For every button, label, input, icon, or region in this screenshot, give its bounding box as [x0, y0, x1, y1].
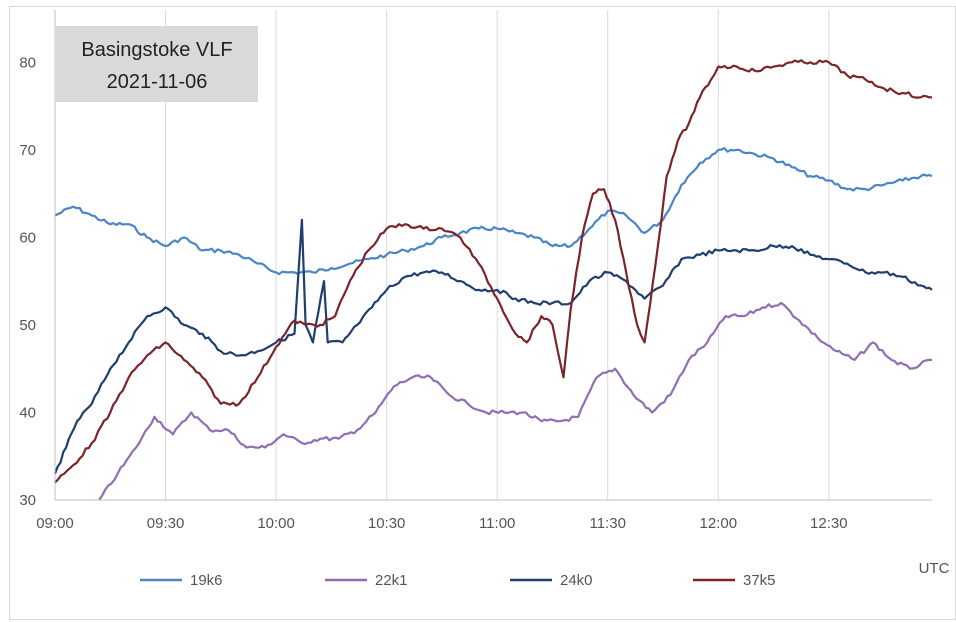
- series-line-19k6: [54, 147, 933, 276]
- legend-label: 37k5: [743, 572, 776, 589]
- chart-title: Basingstoke VLF: [81, 39, 232, 61]
- x-tick-label: 11:00: [479, 515, 515, 532]
- x-tick-label: 09:30: [147, 515, 185, 532]
- legend-label: 24k0: [560, 572, 593, 589]
- x-tick-label: 10:30: [368, 515, 406, 532]
- legend: 19k6 22k1 24k0 37k5: [140, 572, 776, 589]
- chart-frame: [9, 6, 956, 620]
- x-tick-label: 10:00: [257, 515, 295, 532]
- x-tick-label: 12:00: [700, 515, 738, 532]
- chart-title-box: Basingstoke VLF 2021-11-06: [56, 26, 258, 102]
- legend-label: 22k1: [375, 572, 408, 589]
- series-line-37k5: [54, 59, 932, 484]
- y-tick-label: 80: [19, 54, 36, 71]
- series-layer: [53, 59, 933, 501]
- title-background: [56, 26, 258, 102]
- x-tick-label: 09:00: [36, 515, 74, 532]
- x-tick-label: 12:30: [810, 515, 848, 532]
- x-axis-label: UTC: [919, 560, 950, 577]
- x-tick-label: 11:30: [590, 515, 626, 532]
- legend-label: 19k6: [190, 572, 223, 589]
- y-tick-label: 50: [19, 317, 36, 334]
- chart-subtitle: 2021-11-06: [107, 71, 208, 93]
- y-tick-label: 40: [19, 404, 36, 421]
- axis-layer: 09:00 09:30 10:00 10:30 11:00 11:30 12:00 12:30…: [19, 10, 932, 532]
- series-line-22k1: [98, 301, 932, 501]
- y-tick-label: 70: [19, 142, 36, 159]
- y-tick-label: 60: [19, 229, 36, 246]
- y-tick-label: 30: [19, 492, 36, 509]
